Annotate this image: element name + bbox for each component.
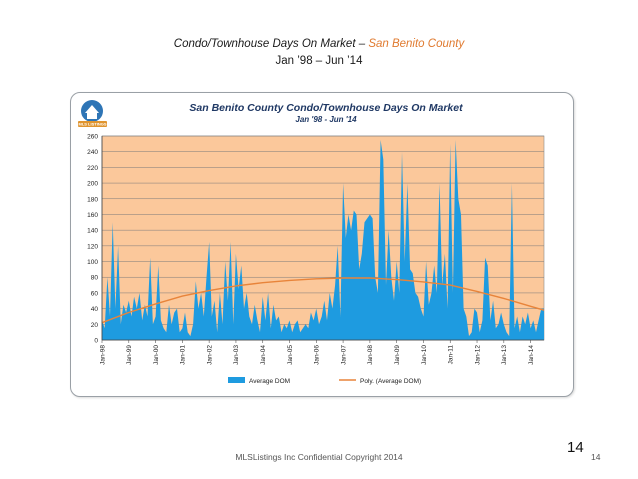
mls-logo: MLS LISTINGS xyxy=(78,100,107,127)
x-tick-label: Jan-98 xyxy=(99,345,106,365)
poly-trendline xyxy=(101,277,545,324)
x-tick-label: Jan-09 xyxy=(394,345,401,365)
x-tick-label: Jan-00 xyxy=(153,345,160,365)
footer-copyright: MLSListings Inc Confidential Copyright 2… xyxy=(235,452,403,462)
y-tick-label: 100 xyxy=(87,259,98,266)
x-tick-label: Jan-01 xyxy=(180,345,187,365)
slide-title: Condo/Townhouse Days On Market – San Ben… xyxy=(173,38,465,50)
x-tick-label: Jan-99 xyxy=(126,345,133,365)
plot-area xyxy=(101,135,545,341)
slide-number-small: 14 xyxy=(591,452,601,462)
y-axis: 0 20 40 60 80 100 120 140 160 180 200 220 240 260 xyxy=(87,134,103,345)
y-tick-label: 80 xyxy=(91,275,99,282)
y-tick-label: 160 xyxy=(87,212,98,219)
average-dom-area xyxy=(102,139,544,340)
x-tick-label: Jan-07 xyxy=(340,345,347,365)
y-tick-label: 200 xyxy=(87,181,98,188)
x-tick-label: Jan-08 xyxy=(367,345,374,365)
x-tick-label: Jan-03 xyxy=(233,345,240,365)
y-tick-label: 260 xyxy=(87,134,98,141)
chart-subtitle: Jan '98 - Jun '14 xyxy=(295,115,357,124)
legend-swatch-area xyxy=(228,377,245,383)
y-tick-label: 180 xyxy=(87,196,98,203)
y-tick-label: 20 xyxy=(91,322,99,329)
y-tick-label: 220 xyxy=(87,165,98,172)
y-tick-label: 140 xyxy=(87,228,98,235)
y-tick-label: 0 xyxy=(94,338,98,345)
x-tick-label: Jan-10 xyxy=(421,345,428,365)
legend: Average DOM Poly. (Average DOM) xyxy=(228,377,421,385)
x-tick-label: Jan-12 xyxy=(474,345,481,365)
chart-title: San Benito County Condo/Townhouse Days O… xyxy=(189,102,463,114)
x-tick-label: Jan-13 xyxy=(501,345,508,365)
logo-banner xyxy=(78,121,107,127)
y-tick-label: 40 xyxy=(91,306,99,313)
x-tick-label: Jan-02 xyxy=(206,345,213,365)
legend-label-trend: Poly. (Average DOM) xyxy=(360,378,421,385)
logo-label: MLS LISTINGS xyxy=(79,122,107,127)
legend-label-area: Average DOM xyxy=(249,378,290,385)
x-tick-label: Jan-04 xyxy=(260,345,267,365)
slide-subtitle: Jan ’98 – Jun ’14 xyxy=(275,55,363,67)
slide-title-county: San Benito County xyxy=(368,38,465,50)
x-tick-label: Jan-14 xyxy=(528,345,535,365)
x-tick-label: Jan-05 xyxy=(287,345,294,365)
x-tick-label: Jan-11 xyxy=(448,345,455,365)
dom-chart: MLS LISTINGS San Benito County Condo/Tow… xyxy=(78,100,545,385)
series-layer xyxy=(101,139,545,340)
house-icon xyxy=(85,105,99,119)
x-axis: Jan-98 Jan-99 Jan-00 Jan-01 Jan-02 Jan-03 Jan-… xyxy=(99,339,544,365)
x-tick-label: Jan-06 xyxy=(314,345,321,365)
slide-number: 14 xyxy=(567,439,584,456)
chart-frame: MLS LISTINGS San Benito County Condo/Tow… xyxy=(70,92,574,397)
y-tick-label: 240 xyxy=(87,149,98,156)
y-tick-label: 120 xyxy=(87,243,98,250)
y-tick-label: 60 xyxy=(91,290,99,297)
